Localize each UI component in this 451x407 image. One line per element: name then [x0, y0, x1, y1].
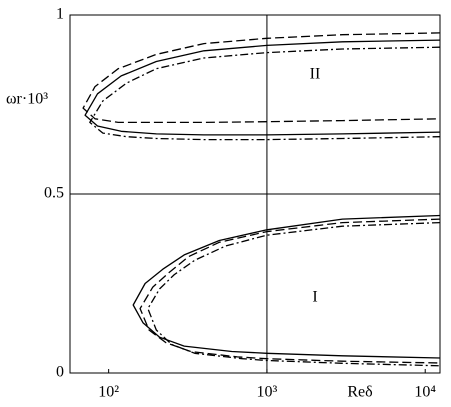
y-axis-label: ωr·10³: [6, 91, 48, 108]
curve: [84, 39, 441, 136]
curve: [82, 32, 441, 124]
curve: [132, 214, 441, 359]
curve: [89, 46, 441, 141]
annotation: II: [310, 66, 321, 83]
y-tick-label: 1: [56, 6, 64, 23]
y-tick-label: 0.5: [44, 185, 64, 202]
curve: [139, 218, 441, 364]
curve: [147, 221, 441, 367]
y-tick-label: 0: [56, 364, 64, 381]
x-tick-label: 10²: [98, 384, 119, 401]
x-axis-label: Reδ: [347, 384, 372, 401]
x-tick-label: 10⁴: [414, 384, 436, 401]
annotation: I: [312, 289, 317, 306]
x-tick-label: 10³: [257, 384, 278, 401]
